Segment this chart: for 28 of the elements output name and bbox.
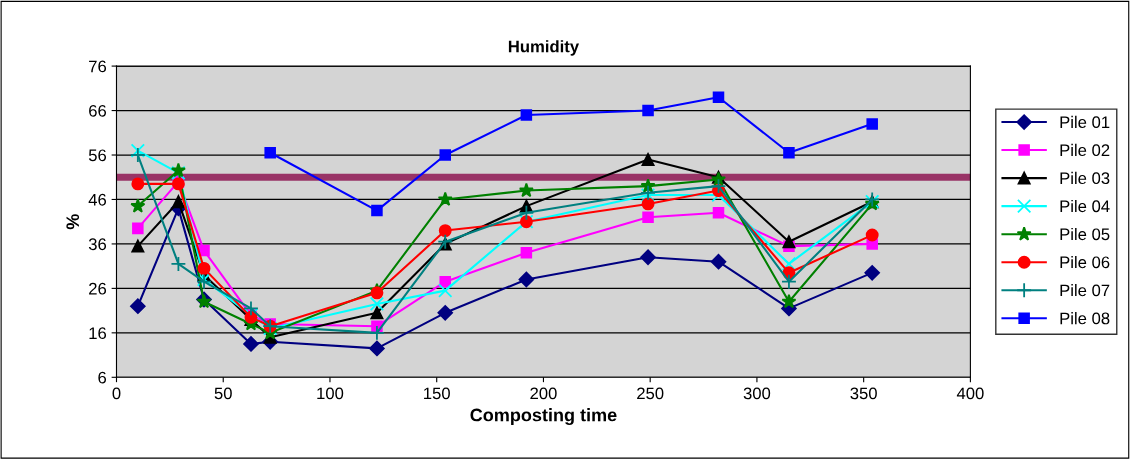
legend-label: Pile 08: [1060, 312, 1110, 325]
y-tick-label: 56: [88, 149, 107, 162]
legend-label: Pile 04: [1060, 199, 1110, 213]
x-tick-label: 250: [637, 387, 664, 400]
y-tick-label: 36: [88, 238, 107, 251]
legend-label: Pile 02: [1060, 143, 1110, 157]
x-tick-label: 50: [214, 387, 232, 400]
x-tick-label: 200: [530, 387, 557, 400]
legend-label: Pile 03: [1060, 171, 1110, 185]
y-axis-title: %: [66, 214, 80, 230]
y-tick-label: 26: [89, 282, 107, 295]
chart-title: Humidity: [508, 40, 580, 56]
x-tick-label: 400: [956, 387, 984, 400]
y-tick-label: 76: [89, 60, 107, 73]
legend-label: Pile 01: [1060, 115, 1110, 129]
x-tick-label: 100: [317, 387, 344, 400]
y-tick-label: 46: [88, 193, 107, 206]
legend-label: Pile 05: [1060, 227, 1110, 241]
x-axis-title: Composting time: [470, 408, 617, 426]
y-tick-label: 66: [89, 104, 107, 117]
x-tick-label: 150: [424, 387, 450, 400]
legend-label: Pile 06: [1060, 255, 1110, 269]
y-tick-label: 16: [89, 327, 107, 340]
x-tick-label: 350: [850, 387, 877, 400]
legend-label: Pile 07: [1060, 284, 1110, 297]
x-tick-label: 300: [743, 387, 771, 400]
y-tick-label: 6: [98, 371, 107, 384]
x-tick-label: 0: [112, 387, 121, 400]
